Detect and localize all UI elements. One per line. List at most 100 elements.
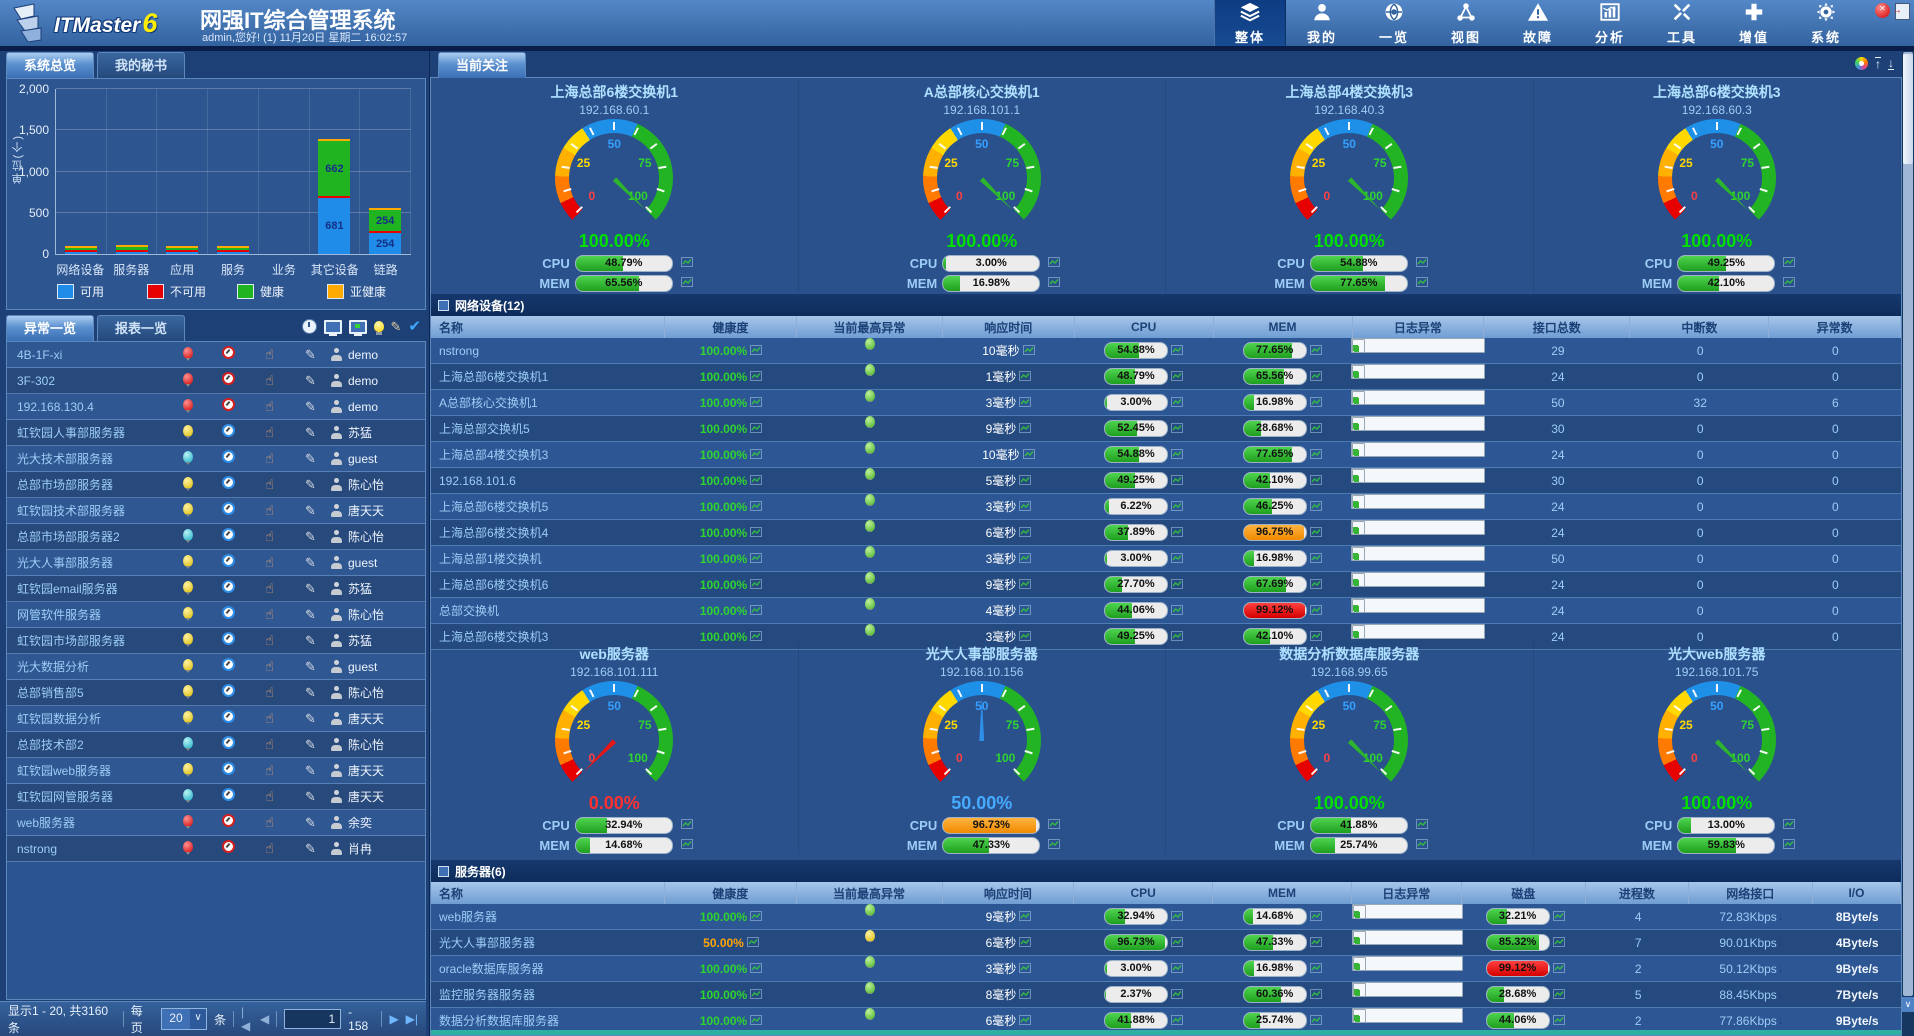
device-link[interactable]: 上海总部6楼交换机1 — [439, 370, 549, 384]
gauge-device-link[interactable]: 数据分析数据库服务器 — [1279, 646, 1420, 662]
device-link[interactable]: 上海总部6楼交换机4 — [439, 526, 549, 540]
alarm-balloon-icon[interactable] — [182, 658, 193, 673]
device-link[interactable]: 总部交换机 — [439, 604, 500, 618]
column-header[interactable]: CPU — [1074, 882, 1214, 904]
device-link[interactable]: 虹钦园网管服务器 — [17, 790, 114, 804]
tool-icon[interactable]: ✎ — [305, 762, 316, 778]
column-header[interactable]: 当前最高异常 — [797, 882, 943, 904]
hand-icon[interactable]: ☝ — [265, 475, 274, 492]
table-row[interactable]: oracle数据库服务器 100.00% 3毫秒 3.00% 16.98% 99.12% 2… — [431, 956, 1901, 982]
trend-chart-icon[interactable] — [1309, 446, 1322, 464]
tool-icon[interactable]: ✎ — [305, 346, 316, 362]
exception-row[interactable]: 虹钦园技术部服务器 ☝ ✎ 唐天天 — [7, 498, 425, 524]
monitor-status-icon[interactable] — [348, 319, 367, 336]
status-balloon-icon[interactable] — [864, 520, 875, 532]
nav-item-nodes[interactable]: 视图 — [1430, 0, 1502, 46]
exception-row[interactable]: 网管软件服务器 ☝ ✎ 陈心怡 — [7, 602, 425, 628]
hand-icon[interactable]: ☝ — [265, 787, 274, 804]
trend-chart-icon[interactable] — [1783, 816, 1796, 834]
alarm-balloon-icon[interactable] — [182, 788, 193, 803]
device-link[interactable]: 光大技术部服务器 — [17, 452, 114, 466]
device-link[interactable]: 总部技术部2 — [17, 738, 84, 752]
table-row[interactable]: 上海总部4楼交换机3 100.00% 10毫秒 54.88% 77.65% 24 0 0 — [431, 442, 1901, 468]
device-link[interactable]: web服务器 — [17, 816, 76, 830]
gauge-mini-icon[interactable] — [222, 631, 235, 645]
tab-exception-list[interactable]: 异常一览 — [6, 315, 95, 341]
trend-chart-icon[interactable] — [1019, 370, 1032, 384]
exception-row[interactable]: 总部销售部5 ☝ ✎ 陈心怡 — [7, 680, 425, 706]
nav-item-warning[interactable]: 故障 — [1502, 0, 1574, 46]
per-page-select[interactable]: 20 ∨ — [160, 1008, 208, 1030]
trend-chart-icon[interactable] — [1170, 394, 1183, 412]
alarm-balloon-icon[interactable] — [182, 398, 193, 413]
gauge-device-link[interactable]: 上海总部6楼交换机1 — [550, 84, 679, 100]
trend-chart-icon[interactable] — [1309, 420, 1322, 438]
exception-row[interactable]: 虹钦园email服务器 ☝ ✎ 苏猛 — [7, 576, 425, 602]
first-page-button[interactable]: |◀ — [241, 1005, 251, 1033]
log-file-icon[interactable] — [1352, 521, 1366, 534]
trend-chart-icon[interactable] — [750, 630, 763, 644]
exception-row[interactable]: 3F-302 ☝ ✎ demo — [7, 368, 425, 394]
exception-row[interactable]: 光大技术部服务器 ☝ ✎ guest — [7, 446, 425, 472]
status-balloon-icon[interactable] — [864, 956, 875, 968]
gauge-mini-icon[interactable] — [222, 475, 235, 489]
device-link[interactable]: 虹钦园email服务器 — [17, 582, 118, 596]
exception-row[interactable]: 虹钦园数据分析 ☝ ✎ 唐天天 — [7, 706, 425, 732]
status-balloon-icon[interactable] — [864, 1008, 875, 1020]
trend-chart-icon[interactable] — [1048, 836, 1061, 854]
exception-row[interactable]: 虹钦园市场部服务器 ☝ ✎ 苏猛 — [7, 628, 425, 654]
trend-chart-icon[interactable] — [1170, 934, 1183, 952]
trend-chart-icon[interactable] — [1783, 274, 1796, 292]
gauge-mini-icon[interactable] — [222, 657, 235, 671]
trend-chart-icon[interactable] — [1309, 498, 1322, 516]
alarm-balloon-icon[interactable] — [182, 450, 193, 465]
alarm-balloon-icon[interactable] — [182, 424, 193, 439]
column-header[interactable]: 日志异常 — [1352, 882, 1462, 904]
trend-chart-icon[interactable] — [1019, 422, 1032, 436]
trend-chart-icon[interactable] — [1048, 816, 1061, 834]
nav-item-tools[interactable]: 工具 — [1646, 0, 1718, 46]
clock-icon[interactable] — [301, 319, 317, 334]
device-link[interactable]: 总部市场部服务器2 — [17, 530, 120, 544]
status-balloon-icon[interactable] — [864, 930, 875, 942]
alarm-balloon-icon[interactable] — [182, 762, 193, 777]
device-link[interactable]: 虹钦园web服务器 — [17, 764, 112, 778]
confirm-icon[interactable]: ✔ — [408, 318, 421, 335]
trend-chart-icon[interactable] — [746, 936, 759, 950]
hand-icon[interactable]: ☝ — [265, 657, 274, 674]
trend-chart-icon[interactable] — [750, 370, 763, 384]
trend-chart-icon[interactable] — [750, 604, 763, 618]
gauge-mini-icon[interactable] — [222, 501, 235, 515]
trend-chart-icon[interactable] — [680, 274, 693, 292]
trend-chart-icon[interactable] — [750, 500, 763, 514]
trend-chart-icon[interactable] — [1309, 394, 1322, 412]
device-link[interactable]: 192.168.130.4 — [17, 399, 94, 414]
favorite-icon[interactable] — [1855, 57, 1868, 70]
trend-chart-icon[interactable] — [1019, 474, 1032, 488]
device-link[interactable]: 4B-1F-xi — [17, 347, 63, 362]
alarm-balloon-icon[interactable] — [182, 710, 193, 725]
trend-chart-icon[interactable] — [1170, 368, 1183, 386]
gauge-device-link[interactable]: 上海总部6楼交换机3 — [1652, 84, 1781, 100]
trend-chart-icon[interactable] — [680, 254, 693, 272]
exception-row[interactable]: 光大人事部服务器 ☝ ✎ guest — [7, 550, 425, 576]
alarm-balloon-icon[interactable] — [182, 606, 193, 621]
trend-chart-icon[interactable] — [1019, 604, 1032, 618]
tool-icon[interactable]: ✎ — [305, 476, 316, 492]
device-link[interactable]: 网管软件服务器 — [17, 608, 102, 622]
tool-icon[interactable]: ✎ — [305, 840, 316, 856]
trend-chart-icon[interactable] — [1170, 602, 1183, 620]
alarm-balloon-icon[interactable] — [182, 736, 193, 751]
trend-chart-icon[interactable] — [1170, 342, 1183, 360]
tool-icon[interactable]: ✎ — [305, 528, 316, 544]
trend-chart-icon[interactable] — [1170, 446, 1183, 464]
gauge-mini-icon[interactable] — [222, 605, 235, 619]
alarm-balloon-icon[interactable] — [182, 476, 193, 491]
logout-icon[interactable] — [1892, 3, 1910, 20]
trend-chart-icon[interactable] — [1415, 274, 1428, 292]
hand-icon[interactable]: ☝ — [265, 423, 274, 440]
table-row[interactable]: 192.168.101.6 100.00% 5毫秒 49.25% 42.10% 30 0 0 — [431, 468, 1901, 494]
gauge-mini-icon[interactable] — [222, 839, 235, 853]
hand-icon[interactable]: ☝ — [265, 527, 274, 544]
trend-chart-icon[interactable] — [1309, 934, 1322, 952]
